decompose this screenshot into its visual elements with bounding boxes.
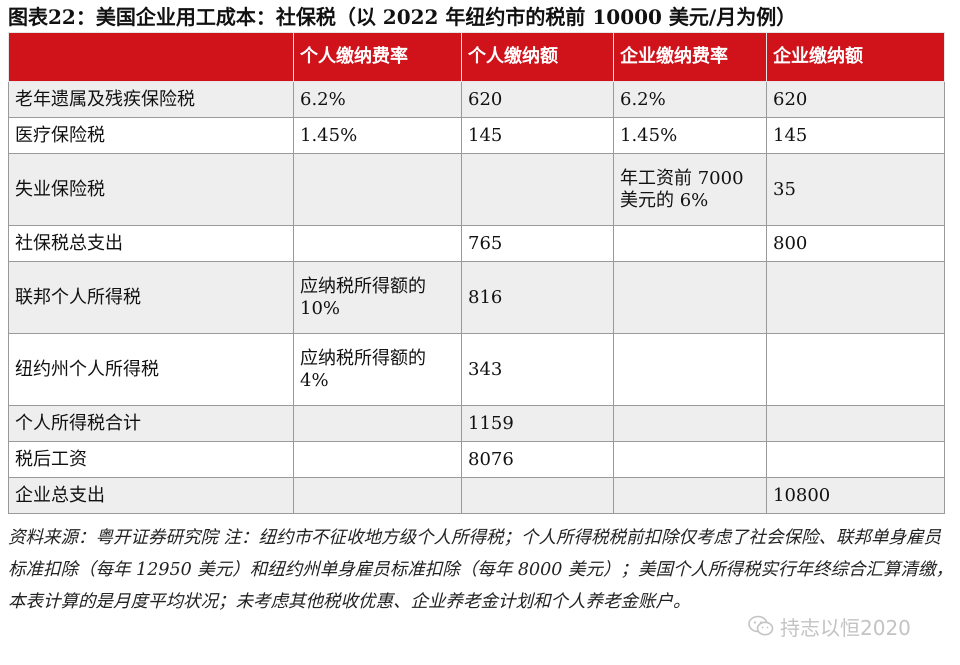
- cell-personal-rate: [293, 405, 462, 442]
- header-cell-personal-rate: 个人缴纳费率: [293, 32, 462, 82]
- cell-employer-rate: 1.45%: [613, 117, 767, 154]
- header-cell-item: [8, 32, 294, 82]
- table-row: 个人所得税合计 1159: [8, 405, 945, 442]
- row-label: 纽约州个人所得税: [8, 333, 294, 406]
- table-row: 联邦个人所得税 应纳税所得额的 10% 816: [8, 261, 945, 334]
- cell-employer-amount: [766, 405, 945, 442]
- cell-employer-rate: 6.2%: [613, 81, 767, 118]
- cell-personal-amount: [461, 477, 614, 514]
- cell-employer-amount: 35: [766, 153, 945, 226]
- cell-personal-rate: 1.45%: [293, 117, 462, 154]
- cell-employer-rate: [613, 441, 767, 478]
- row-label: 个人所得税合计: [8, 405, 294, 442]
- cell-personal-amount: 1159: [461, 405, 614, 442]
- cell-employer-rate: [613, 405, 767, 442]
- row-label: 企业总支出: [8, 477, 294, 514]
- cell-employer-rate: 年工资前 7000 美元的 6%: [613, 153, 767, 226]
- cell-personal-rate: [293, 441, 462, 478]
- cell-employer-rate: [613, 225, 767, 262]
- cell-personal-rate: [293, 153, 462, 226]
- table-row: 失业保险税 年工资前 7000 美元的 6% 35: [8, 153, 945, 226]
- table-row: 税后工资 8076: [8, 441, 945, 478]
- cell-employer-amount: [766, 333, 945, 406]
- cell-employer-amount: 10800: [766, 477, 945, 514]
- cell-personal-amount: 816: [461, 261, 614, 334]
- table-row: 医疗保险税 1.45% 145 1.45% 145: [8, 117, 945, 154]
- cell-employer-rate: [613, 261, 767, 334]
- cell-employer-rate: [613, 477, 767, 514]
- row-label: 税后工资: [8, 441, 294, 478]
- watermark-text: 持志以恒2020: [780, 615, 911, 640]
- cell-personal-amount: 343: [461, 333, 614, 406]
- cell-employer-amount: 145: [766, 117, 945, 154]
- source-note: 资料来源：粤开证券研究院 注：纽约市不征收地方级个人所得税；个人所得税税前扣除仅…: [8, 528, 953, 612]
- header-cell-employer-rate: 企业缴纳费率: [613, 32, 767, 82]
- row-label: 老年遗属及残疾保险税: [8, 81, 294, 118]
- table-row: 纽约州个人所得税 应纳税所得额的 4% 343: [8, 333, 945, 406]
- figure-title: 图表22：美国企业用工成本：社保税（以 2022 年纽约市的税前 10000 美…: [8, 5, 797, 29]
- table-row: 老年遗属及残疾保险税 6.2% 620 6.2% 620: [8, 81, 945, 118]
- cell-employer-rate: [613, 333, 767, 406]
- row-label: 联邦个人所得税: [8, 261, 294, 334]
- cell-personal-amount: [461, 153, 614, 226]
- cell-personal-rate: [293, 477, 462, 514]
- table-header-row: 个人缴纳费率 个人缴纳额 企业缴纳费率 企业缴纳额: [8, 32, 945, 82]
- row-label: 失业保险税: [8, 153, 294, 226]
- cell-personal-rate: [293, 225, 462, 262]
- cell-employer-amount: 620: [766, 81, 945, 118]
- cell-personal-amount: 620: [461, 81, 614, 118]
- cell-personal-amount: 765: [461, 225, 614, 262]
- cell-employer-amount: [766, 261, 945, 334]
- cell-personal-rate: 应纳税所得额的 4%: [293, 333, 462, 406]
- cell-personal-rate: 应纳税所得额的 10%: [293, 261, 462, 334]
- cell-personal-amount: 8076: [461, 441, 614, 478]
- header-cell-personal-amount: 个人缴纳额: [461, 32, 614, 82]
- watermark: 持志以恒2020: [748, 610, 911, 642]
- table-row: 企业总支出 10800: [8, 477, 945, 514]
- cell-personal-rate: 6.2%: [293, 81, 462, 118]
- table-row: 社保税总支出 765 800: [8, 225, 945, 262]
- row-label: 社保税总支出: [8, 225, 294, 262]
- social-security-tax-table: 个人缴纳费率 个人缴纳额 企业缴纳费率 企业缴纳额 老年遗属及残疾保险税 6.2…: [8, 32, 945, 514]
- header-cell-employer-amount: 企业缴纳额: [766, 32, 945, 82]
- cell-employer-amount: [766, 441, 945, 478]
- cell-employer-amount: 800: [766, 225, 945, 262]
- row-label: 医疗保险税: [8, 117, 294, 154]
- cell-personal-amount: 145: [461, 117, 614, 154]
- wechat-icon: [748, 615, 774, 636]
